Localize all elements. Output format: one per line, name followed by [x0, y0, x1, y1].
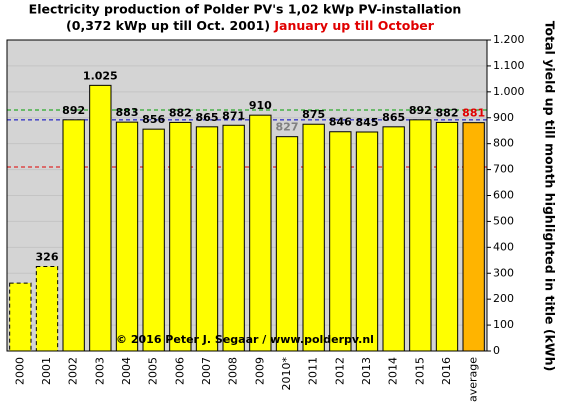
subtitle: (0,372 kWp up till Oct. 2001) [66, 18, 270, 33]
bar [169, 121, 192, 352]
value-label: 910 [249, 99, 272, 112]
y-tick-label: 1.200 [493, 33, 525, 46]
y-tick-label: 800 [493, 137, 514, 150]
x-tick-label: 2013 [360, 357, 373, 385]
chart-subtitle: (0,372 kWp up till Oct. 2001) January up… [66, 18, 435, 33]
x-tick-label: 2003 [93, 357, 106, 385]
value-label: 845 [356, 116, 379, 129]
bar [409, 119, 432, 352]
bar [249, 114, 272, 352]
bar [195, 126, 219, 352]
value-label: 827 [276, 121, 299, 134]
x-tick-label: 2010* [280, 357, 293, 391]
x-tick-label: average [467, 357, 480, 402]
bar [35, 266, 59, 352]
bar [355, 131, 379, 352]
bar [9, 282, 32, 352]
value-label: 871 [222, 109, 245, 122]
value-label: 883 [116, 106, 139, 119]
bar [115, 121, 139, 352]
value-label: 865 [382, 111, 405, 124]
x-tick-label: 2008 [227, 357, 240, 385]
y-tick-label: 600 [493, 189, 514, 202]
value-label: 856 [142, 113, 165, 126]
plot-border [6, 39, 488, 352]
bar [382, 126, 405, 352]
bar [62, 119, 85, 352]
value-label: 1.025 [83, 69, 118, 82]
bar [142, 128, 165, 352]
x-tick-label: 2006 [173, 357, 186, 385]
y-tick-label: 900 [493, 111, 514, 124]
x-tick-label: 2000 [13, 357, 26, 385]
bar [462, 122, 485, 352]
x-tick-label: 2004 [120, 357, 133, 385]
value-label: 326 [36, 251, 59, 264]
y-tick-label: 0 [493, 344, 500, 357]
y-tick-label: 400 [493, 240, 514, 253]
copyright: © 2016 Peter J. Segaar / www.polderpv.nl [116, 333, 374, 346]
x-tick-label: 2007 [200, 357, 213, 385]
y-tick-label: 1.000 [493, 85, 525, 98]
y-tick-label: 100 [493, 318, 514, 331]
x-tick-label: 2015 [413, 357, 426, 385]
x-tick-label: 2012 [333, 357, 346, 385]
bar [222, 124, 245, 352]
x-tick-label: 2009 [253, 357, 266, 385]
y-tick-label: 300 [493, 266, 514, 279]
value-label: 892 [62, 104, 85, 117]
x-tick-label: 2002 [67, 357, 80, 385]
value-label: 875 [302, 108, 325, 121]
y-axis-label: Total yield up till month highlighted in… [543, 21, 558, 372]
x-tick-label: 2016 [440, 357, 453, 385]
chart-title: Electricity production of Polder PV's 1,… [29, 2, 462, 17]
value-label: 881 [462, 107, 485, 120]
y-tick-label: 1.100 [493, 59, 525, 72]
x-tick-label: 2001 [40, 357, 53, 385]
value-label: 865 [196, 111, 219, 124]
value-label: 892 [409, 104, 432, 117]
bar [275, 136, 299, 352]
value-label: 882 [436, 106, 459, 119]
y-tick-label: 700 [493, 163, 514, 176]
x-tick-label: 2014 [387, 357, 400, 385]
x-tick-label: 2011 [307, 357, 320, 385]
y-tick-label: 200 [493, 292, 514, 305]
bar [435, 121, 459, 352]
y-tick-label: 500 [493, 214, 514, 227]
x-tick-label: 2005 [147, 357, 160, 385]
value-label: 846 [329, 116, 352, 129]
bar [89, 84, 112, 352]
subtitle-highlight: January up till October [273, 18, 434, 33]
bar [329, 131, 352, 352]
bar [302, 123, 325, 352]
value-label: 882 [169, 106, 192, 119]
